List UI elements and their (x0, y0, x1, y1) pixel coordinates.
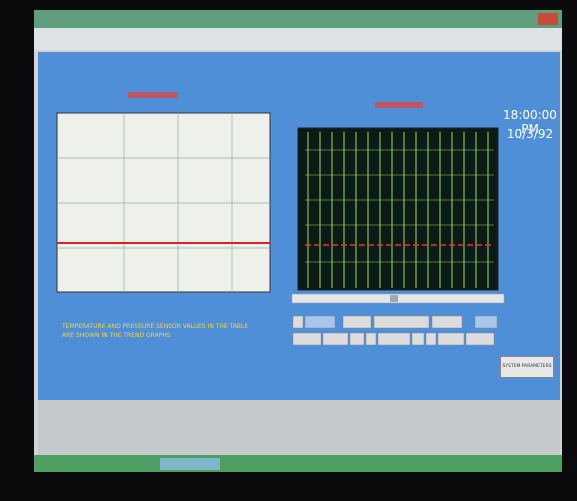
system-parameters-button[interactable]: SYSTEM PARAMETERS (500, 356, 554, 378)
note-text: TEMPERATURE AND PRESSURE SENSOR VALUES I… (62, 322, 262, 340)
window-graphics (0, 0, 577, 501)
taskbar-icons[interactable] (160, 458, 220, 470)
right-trend-chart (298, 128, 498, 290)
taskbar (34, 455, 562, 472)
right-chart-title (375, 102, 423, 108)
scroll-thumb[interactable] (390, 295, 398, 302)
lower-area (38, 400, 560, 455)
close-button[interactable] (538, 13, 558, 25)
screen: 18:00:00 PM 10/3/92 TEMPERATURE AND PRES… (0, 0, 577, 501)
left-trend-chart (57, 113, 270, 292)
left-chart-title (128, 92, 178, 98)
menu-bar (34, 28, 562, 50)
clock-date: 10/3/92 (495, 127, 565, 141)
title-bar (34, 10, 562, 28)
